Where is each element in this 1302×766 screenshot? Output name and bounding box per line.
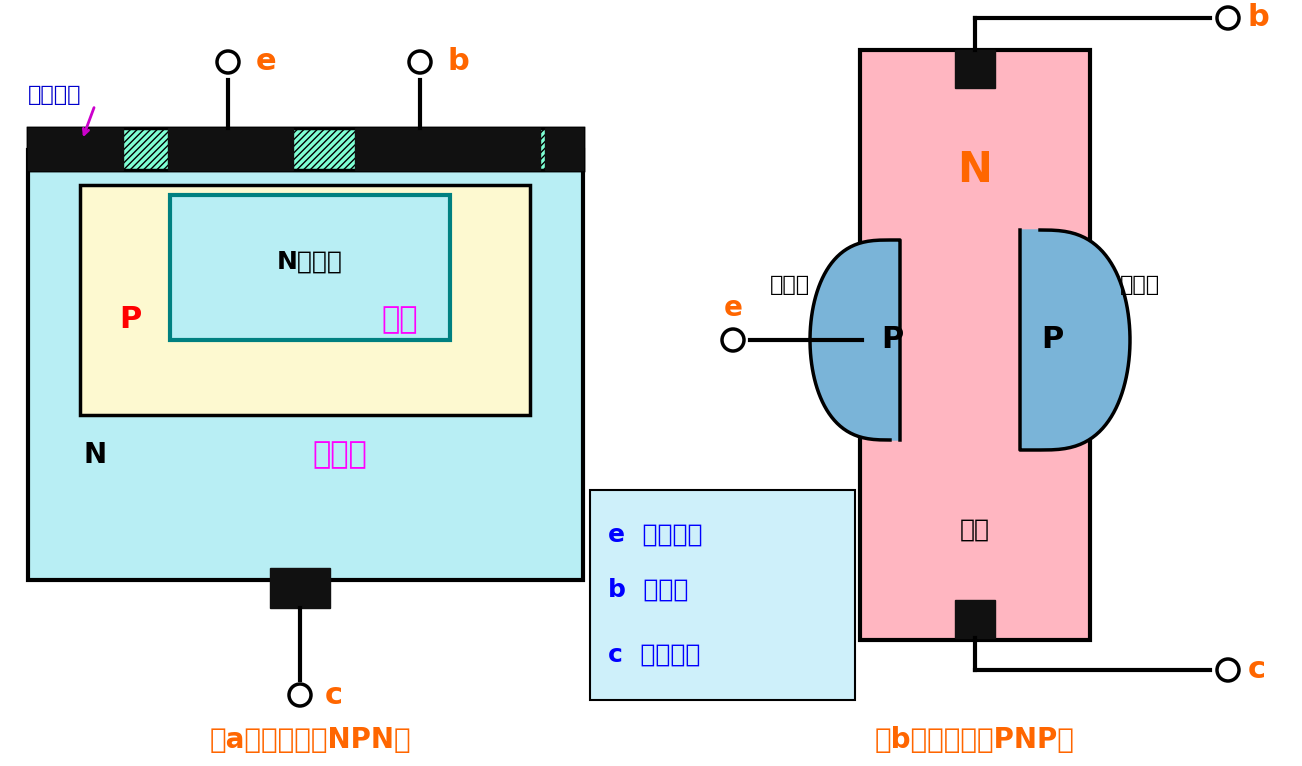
Text: b: b [1249, 4, 1269, 32]
Bar [79, 185, 530, 415]
Circle shape [289, 684, 311, 706]
Bar [861, 50, 1090, 640]
Text: N: N [83, 441, 107, 469]
Bar [954, 50, 995, 88]
Text: 集电区: 集电区 [1120, 275, 1160, 295]
Bar [355, 128, 540, 170]
Text: P: P [118, 306, 141, 335]
Bar [546, 128, 583, 170]
Polygon shape [810, 240, 900, 440]
Text: 二氧化硅: 二氧化硅 [29, 85, 82, 105]
Text: P: P [881, 326, 904, 355]
Circle shape [217, 51, 240, 73]
Text: 基区: 基区 [960, 518, 990, 542]
Bar [29, 150, 583, 580]
Text: c: c [326, 680, 342, 709]
Text: c  集电极。: c 集电极。 [608, 643, 700, 667]
Text: c: c [1249, 656, 1266, 685]
Text: 发射区: 发射区 [769, 275, 810, 295]
Bar [168, 128, 293, 170]
Text: e: e [724, 294, 742, 322]
Text: e  发射极，: e 发射极， [608, 523, 703, 547]
Text: b: b [448, 47, 470, 77]
Circle shape [409, 51, 431, 73]
Polygon shape [1019, 230, 1130, 450]
Text: 集电区: 集电区 [312, 440, 367, 470]
Circle shape [1217, 659, 1240, 681]
Bar [954, 600, 995, 638]
Bar [270, 568, 329, 608]
Bar [29, 128, 583, 170]
Text: N发射区: N发射区 [277, 250, 342, 274]
Text: （b）合金型（PNP）: （b）合金型（PNP） [875, 726, 1075, 754]
Circle shape [723, 329, 743, 351]
Text: （a）平面型（NPN）: （a）平面型（NPN） [210, 726, 411, 754]
Bar [171, 195, 450, 340]
Bar [29, 128, 583, 170]
Text: e: e [256, 47, 276, 77]
Text: 基区: 基区 [381, 306, 418, 335]
Text: N: N [957, 149, 992, 191]
Text: b  基极，: b 基极， [608, 578, 689, 602]
Circle shape [1217, 7, 1240, 29]
Bar [590, 490, 855, 700]
Bar [29, 128, 122, 170]
Text: P: P [1040, 326, 1064, 355]
